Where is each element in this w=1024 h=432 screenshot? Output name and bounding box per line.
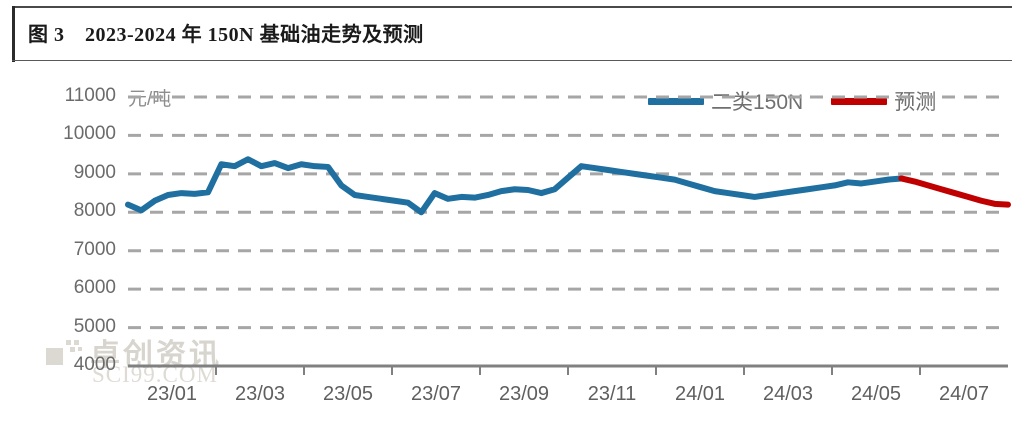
series-line-historical [125, 156, 905, 216]
y-axis-tick-label: 10000 [63, 123, 116, 145]
x-axis-tick-label: 24/01 [674, 383, 726, 405]
y-axis-tick-label: 4000 [73, 354, 116, 375]
x-axis-tick-label: 24/05 [850, 383, 902, 405]
x-axis-tick-label: 23/09 [498, 383, 550, 405]
x-axis-tick-label: 23/03 [234, 383, 286, 405]
x-axis-tick-label: 24/03 [762, 383, 814, 405]
title-left-bar [12, 6, 15, 62]
legend-swatch-historical [648, 97, 704, 105]
y-axis-tick-label: 7000 [73, 238, 116, 260]
gridlines [128, 95, 1008, 330]
y-axis-tick-label: 6000 [73, 277, 116, 299]
plot-canvas [125, 95, 1011, 375]
title-rule-top [12, 6, 1012, 8]
y-axis-tick-label: 11000 [64, 85, 116, 106]
x-axis-tick-label: 24/07 [938, 383, 990, 405]
legend-swatch-forecast [831, 97, 888, 105]
y-axis-tick-label: 8000 [73, 200, 116, 222]
chart-area: 卓创资讯 SCI99.COM 元/吨 二类150N 预测 11000 10000 9… [0, 62, 1024, 432]
axes [128, 364, 1008, 375]
x-axis-tick-label: 23/07 [410, 383, 462, 405]
series-line-forecast [898, 175, 1011, 208]
x-axis-tick-label: 23/05 [322, 383, 374, 405]
x-axis-tick-label: 23/01 [146, 383, 198, 405]
x-axis-tick-label: 23/11 [587, 383, 637, 405]
page-title: 图 3 2023-2024 年 150N 基础油走势及预测 [28, 24, 424, 46]
y-axis-tick-label: 9000 [73, 161, 116, 183]
figure-title-block: 图 3 2023-2024 年 150N 基础油走势及预测 [0, 6, 1024, 62]
y-axis-tick-label: 5000 [73, 315, 116, 337]
y-axis-unit-label: 元/吨 [128, 89, 172, 110]
title-rule-bottom [12, 60, 1012, 61]
